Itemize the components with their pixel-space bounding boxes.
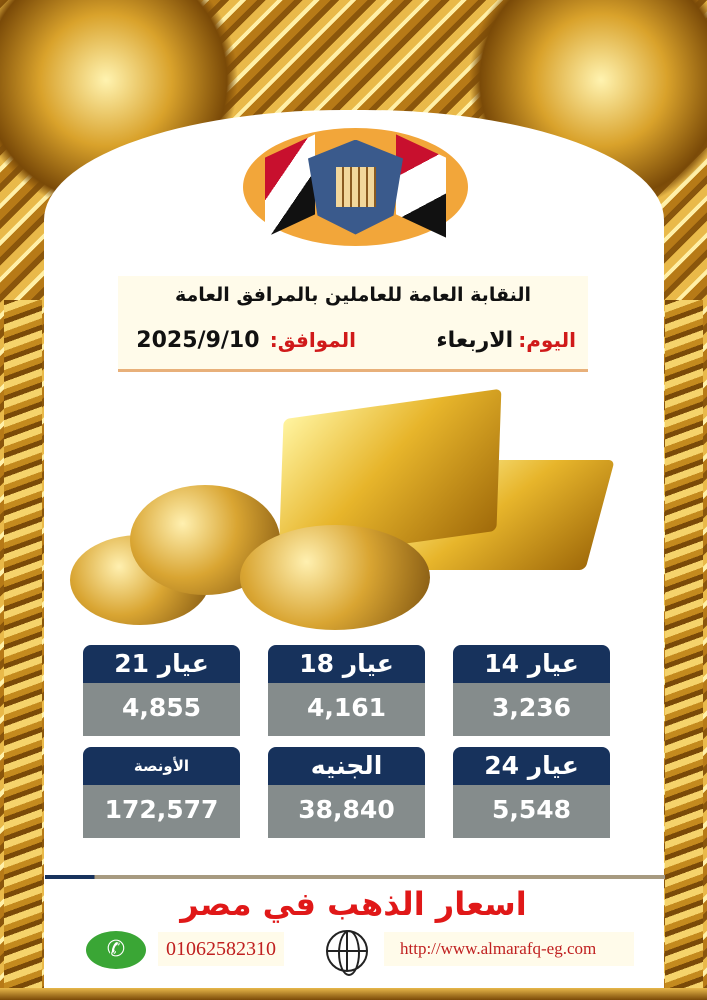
whatsapp-icon: ✆ bbox=[86, 931, 146, 969]
logo-shield bbox=[308, 139, 403, 235]
card-label: عيار 24 bbox=[453, 747, 610, 785]
card-label: عيار 21 bbox=[83, 645, 240, 683]
price-card-14k: عيار 14 3,236 bbox=[453, 645, 610, 736]
frame-bottom-bar bbox=[0, 988, 707, 1000]
right-twisted-column bbox=[665, 300, 703, 990]
card-label: الجنيه bbox=[268, 747, 425, 785]
building-icon bbox=[335, 167, 376, 207]
card-label: الأونصة bbox=[83, 747, 240, 785]
date: الموافق: 2025/9/10 bbox=[136, 328, 356, 353]
price-card-ounce: الأونصة 172,577 bbox=[83, 747, 240, 838]
union-logo bbox=[243, 128, 468, 246]
card-label: عيار 14 bbox=[453, 645, 610, 683]
card-value: 4,161 bbox=[268, 683, 425, 736]
egypt-flag-right bbox=[396, 134, 446, 238]
website-link[interactable]: http://www.almarafq-eg.com bbox=[384, 932, 634, 966]
phone-number[interactable]: 01062582310 bbox=[158, 932, 284, 966]
card-value: 38,840 bbox=[268, 785, 425, 838]
jewelry-pile bbox=[240, 525, 430, 630]
day-label: اليوم: bbox=[518, 328, 576, 352]
left-twisted-column bbox=[4, 300, 42, 990]
gold-bars-and-jewelry-image bbox=[60, 385, 620, 640]
divider bbox=[45, 875, 665, 879]
date-row: اليوم: الاربعاء الموافق: 2025/9/10 bbox=[118, 328, 588, 362]
card-value: 5,548 bbox=[453, 785, 610, 838]
date-value: 2025/9/10 bbox=[136, 328, 260, 353]
header-panel: النقابة العامة للعاملين بالمرافق العامة … bbox=[118, 276, 588, 372]
price-card-21k: عيار 21 4,855 bbox=[83, 645, 240, 736]
card-value: 172,577 bbox=[83, 785, 240, 838]
footer-title: اسعار الذهب في مصر bbox=[180, 885, 527, 923]
card-value: 3,236 bbox=[453, 683, 610, 736]
globe-icon bbox=[326, 930, 368, 976]
price-card-24k: عيار 24 5,548 bbox=[453, 747, 610, 838]
day: اليوم: الاربعاء bbox=[436, 328, 576, 353]
price-card-18k: عيار 18 4,161 bbox=[268, 645, 425, 736]
date-label: الموافق: bbox=[269, 328, 356, 352]
card-value: 4,855 bbox=[83, 683, 240, 736]
day-value: الاربعاء bbox=[436, 328, 514, 353]
org-name: النقابة العامة للعاملين بالمرافق العامة bbox=[174, 284, 532, 306]
egypt-flag-left bbox=[265, 134, 315, 238]
price-card-pound: الجنيه 38,840 bbox=[268, 747, 425, 838]
card-label: عيار 18 bbox=[268, 645, 425, 683]
